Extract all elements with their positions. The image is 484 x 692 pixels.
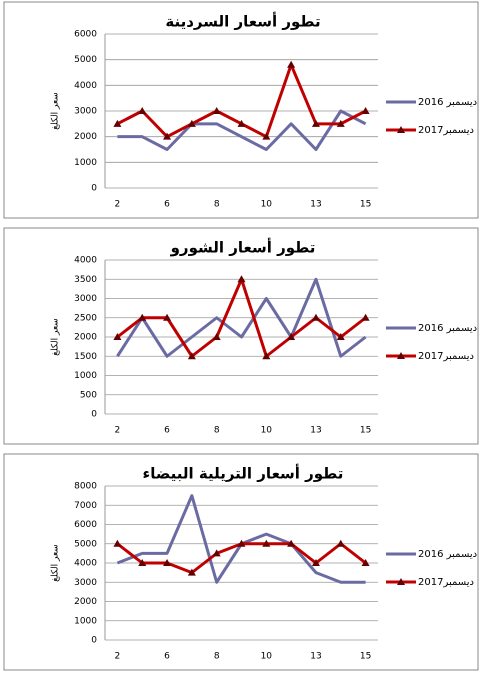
point-marker: [163, 313, 172, 321]
point-marker: [138, 107, 147, 114]
chart-title: تطور أسعار التريلية البيضاء: [143, 464, 344, 483]
point-marker: [311, 313, 320, 321]
x-tick-label: 15: [360, 652, 371, 662]
y-tick-label: 7000: [74, 501, 97, 511]
chart-title: تطور أسعار الشورو: [170, 238, 316, 257]
y-tick-label: 4000: [74, 81, 97, 91]
point-marker: [113, 119, 122, 127]
x-tick-label: 2: [115, 426, 121, 436]
y-tick-label: 6000: [74, 520, 97, 530]
point-marker: [138, 559, 147, 566]
x-tick-label: 2: [115, 652, 121, 662]
legend-label: ديسمبر 2016: [418, 549, 477, 560]
point-marker: [212, 107, 221, 114]
y-tick-label: 3000: [74, 294, 97, 304]
legend-label: ديسمبر2017: [418, 125, 474, 136]
x-tick-label: 6: [164, 426, 170, 436]
point-marker: [237, 275, 246, 283]
y-tick-label: 500: [80, 390, 97, 400]
y-tick-label: 2500: [74, 313, 97, 323]
y-axis-label: سعر الكلغ: [51, 318, 61, 356]
y-tick-label: 5000: [74, 55, 97, 65]
panel: [3, 453, 479, 671]
y-tick-label: 1000: [74, 371, 97, 381]
x-tick-label: 6: [164, 200, 170, 210]
y-tick-label: 2000: [74, 597, 97, 607]
x-tick-label: 10: [261, 426, 273, 436]
y-tick-label: 1000: [74, 158, 97, 168]
point-marker: [311, 119, 320, 127]
point-marker: [138, 313, 147, 321]
y-tick-label: 0: [91, 184, 97, 194]
legend-marker: [397, 578, 405, 585]
point-marker: [163, 559, 172, 566]
x-tick-label: 10: [261, 200, 273, 210]
x-tick-label: 15: [360, 200, 371, 210]
point-marker: [113, 333, 122, 340]
chart-title: تطور أسعار السردينة: [165, 12, 320, 31]
point-marker: [212, 333, 221, 340]
x-tick-label: 13: [310, 652, 321, 662]
legend-label: ديسمبر2017: [418, 351, 474, 362]
x-tick-label: 8: [214, 652, 220, 662]
y-axis-label: سعر الكلغ: [51, 544, 61, 582]
point-marker: [212, 549, 221, 557]
point-marker: [361, 559, 370, 566]
y-tick-label: 0: [91, 636, 97, 646]
series-line: [117, 109, 367, 151]
legend-label: ديسمبر2017: [418, 577, 474, 588]
point-marker: [262, 132, 271, 140]
point-marker: [336, 333, 345, 340]
y-tick-label: 6000: [74, 30, 97, 40]
x-tick-label: 8: [214, 426, 220, 436]
point-marker: [336, 119, 345, 127]
point-marker: [336, 539, 345, 547]
panel: [3, 1, 479, 219]
y-tick-label: 4000: [74, 559, 97, 569]
x-tick-label: 8: [214, 200, 220, 210]
y-tick-label: 2000: [74, 333, 97, 343]
y-tick-label: 3500: [74, 275, 97, 285]
point-marker: [287, 333, 296, 340]
y-tick-label: 5000: [74, 539, 97, 549]
x-tick-label: 10: [261, 652, 273, 662]
y-tick-label: 1500: [74, 352, 97, 362]
point-marker: [287, 60, 296, 68]
point-marker: [187, 119, 196, 127]
x-tick-label: 6: [164, 652, 170, 662]
point-marker: [113, 539, 122, 547]
x-tick-label: 2: [115, 200, 121, 210]
y-tick-label: 2000: [74, 132, 97, 142]
y-tick-label: 0: [91, 410, 97, 420]
point-marker: [187, 352, 196, 360]
y-tick-label: 1000: [74, 616, 97, 626]
series-line: [116, 277, 367, 358]
point-marker: [187, 568, 196, 576]
y-tick-label: 3000: [74, 578, 97, 588]
point-marker: [262, 352, 271, 360]
x-tick-label: 13: [310, 200, 321, 210]
y-tick-label: 8000: [74, 482, 97, 492]
point-marker: [237, 119, 246, 127]
x-tick-label: 15: [360, 426, 371, 436]
legend-marker: [397, 126, 405, 133]
legend-label: ديسمبر 2016: [418, 97, 477, 108]
x-tick-label: 13: [310, 426, 321, 436]
legend-label: ديسمبر 2016: [418, 323, 477, 334]
point-marker: [311, 559, 320, 566]
point-marker: [163, 132, 172, 140]
point-marker: [287, 539, 296, 547]
y-tick-label: 4000: [74, 256, 97, 266]
point-marker: [361, 107, 370, 114]
point-marker: [262, 539, 271, 547]
legend-marker: [397, 352, 405, 359]
point-marker: [361, 313, 370, 321]
y-tick-label: 3000: [74, 107, 97, 117]
point-marker: [237, 539, 246, 547]
y-axis-label: سعر الكلغ: [51, 92, 61, 130]
